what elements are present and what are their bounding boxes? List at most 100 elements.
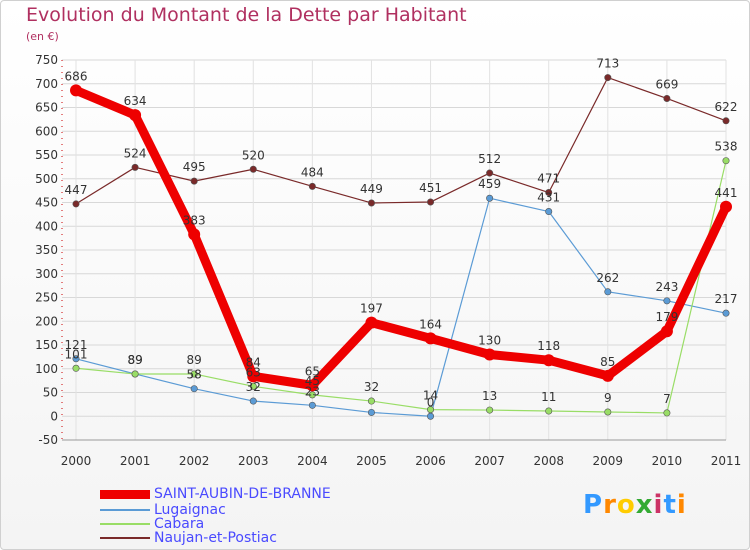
data-label: 45: [305, 374, 320, 388]
data-label: 451: [419, 181, 442, 195]
x-tick-label: 2001: [120, 454, 151, 468]
y-tick-label: 150: [35, 338, 58, 352]
data-label: 32: [246, 380, 261, 394]
data-point: [249, 165, 257, 173]
y-tick-label: 400: [35, 219, 58, 233]
x-tick-label: 2011: [711, 454, 742, 468]
data-label: 217: [715, 292, 738, 306]
unit-label: (en €): [26, 30, 59, 43]
logo-letter: i: [653, 490, 664, 520]
data-label: 262: [596, 271, 619, 285]
y-tick-label: 0: [50, 409, 58, 423]
logo-letter: x: [635, 490, 654, 520]
legend-item: SAINT-AUBIN-DE-BRANNE: [100, 486, 331, 502]
data-label: 512: [478, 152, 501, 166]
logo-letter: P: [583, 490, 604, 520]
data-label: 495: [183, 160, 206, 174]
x-tick-label: 2002: [179, 454, 210, 468]
data-label: 484: [301, 165, 324, 179]
data-point: [306, 379, 319, 392]
data-label: 634: [124, 94, 147, 108]
data-point: [542, 354, 555, 367]
data-label: 23: [305, 384, 320, 398]
data-point: [308, 391, 316, 399]
data-point: [663, 94, 671, 102]
y-tick-label: 200: [35, 314, 58, 328]
data-point: [249, 382, 257, 390]
logo-letter: r: [603, 490, 617, 520]
data-label: 243: [655, 280, 678, 294]
data-point: [545, 407, 553, 415]
y-tick-label: 550: [35, 148, 58, 162]
data-label: 686: [65, 69, 88, 83]
data-point: [604, 288, 612, 296]
data-label: 431: [537, 191, 560, 205]
legend-label: Lugaignac: [154, 502, 226, 518]
x-tick-label: 2003: [238, 454, 269, 468]
data-point: [427, 412, 435, 420]
data-label: 471: [537, 172, 560, 186]
data-point: [190, 385, 198, 393]
y-tick-label: 100: [35, 362, 58, 376]
data-label: 101: [65, 347, 88, 361]
data-point: [545, 189, 553, 197]
x-tick-label: 2007: [474, 454, 505, 468]
y-tick-label: -50: [38, 433, 58, 447]
data-point: [427, 406, 435, 414]
data-label: 121: [65, 338, 88, 352]
x-tick-label: 2010: [652, 454, 683, 468]
y-tick-label: 450: [35, 196, 58, 210]
data-label: 449: [360, 182, 383, 196]
data-point: [72, 355, 80, 363]
x-tick-label: 2004: [297, 454, 328, 468]
data-label: 441: [715, 186, 738, 200]
data-point: [367, 397, 375, 405]
x-tick-label: 2009: [593, 454, 624, 468]
data-point: [308, 182, 316, 190]
data-label: 164: [419, 317, 442, 331]
data-point: [365, 316, 378, 329]
logo-letter: o: [616, 490, 636, 520]
data-label: 84: [246, 355, 261, 369]
y-tick-label: 250: [35, 291, 58, 305]
data-label: 0: [427, 395, 435, 409]
data-point: [663, 409, 671, 417]
legend-item: Naujan-et-Postiac: [100, 530, 277, 546]
data-label: 383: [183, 213, 206, 227]
series-line: [75, 160, 727, 414]
data-point: [483, 348, 496, 361]
legend-swatch: [100, 523, 150, 525]
data-point: [722, 157, 730, 165]
data-point: [486, 169, 494, 177]
chart-title: Evolution du Montant de la Dette par Hab…: [26, 4, 467, 26]
data-point: [424, 332, 437, 345]
y-tick-label: 50: [43, 386, 58, 400]
data-point: [190, 370, 198, 378]
data-point: [190, 177, 198, 185]
series-line: [75, 76, 727, 205]
data-label: 538: [715, 140, 738, 154]
data-point: [247, 370, 260, 383]
logo-letter: i: [676, 490, 687, 520]
data-label: 118: [537, 339, 560, 353]
data-point: [131, 163, 139, 171]
legend-label: Naujan-et-Postiac: [154, 530, 277, 546]
data-point: [129, 109, 142, 122]
data-label: 58: [187, 368, 202, 382]
data-point: [427, 198, 435, 206]
legend-swatch: [100, 489, 150, 499]
legend-item: Cabara: [100, 516, 204, 532]
data-point: [131, 370, 139, 378]
data-point: [308, 401, 316, 409]
data-label: 65: [305, 364, 320, 378]
data-point: [70, 84, 82, 97]
data-label: 669: [655, 77, 678, 91]
data-label: 130: [478, 334, 501, 348]
data-label: 89: [127, 353, 142, 367]
data-label: 89: [187, 353, 202, 367]
data-point: [72, 200, 80, 208]
data-point: [663, 297, 671, 305]
data-point: [604, 408, 612, 416]
data-point: [545, 208, 553, 216]
